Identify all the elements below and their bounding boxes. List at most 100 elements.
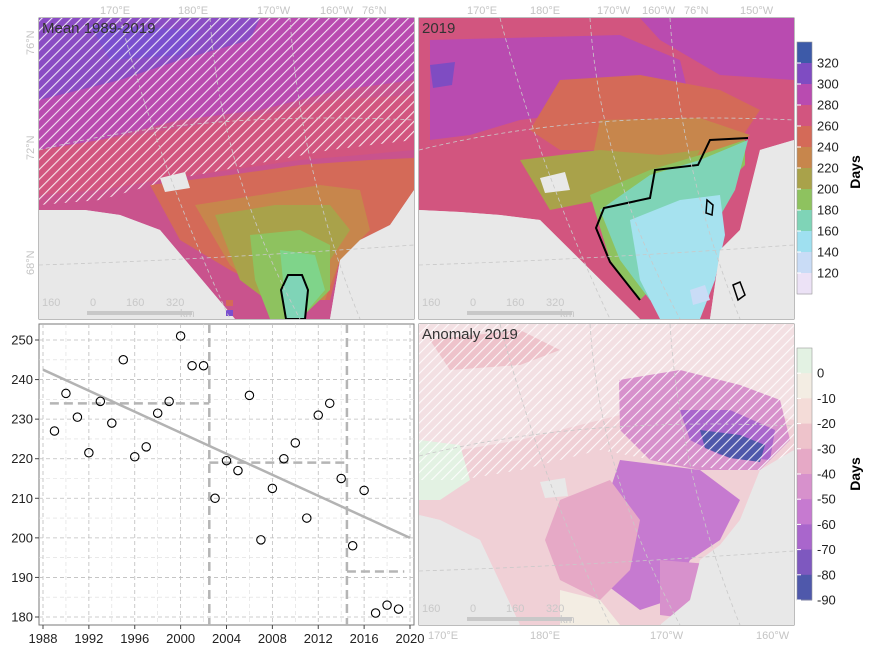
legend-title: Days: [847, 457, 863, 491]
svg-text:km: km: [560, 308, 575, 320]
legend-swatch: [797, 549, 812, 576]
y-axis-ticks: 180 190 200 210 220 230 240 250: [11, 333, 39, 625]
scalebar-label: 160: [126, 297, 144, 309]
svg-text:170°E: 170°E: [428, 630, 458, 642]
map-panel-2019: 2019 160 0 160 320 km 170°E 180°E 170°W …: [418, 5, 795, 320]
svg-text:0: 0: [470, 603, 476, 615]
data-point: [359, 485, 369, 496]
legend-swatch: [797, 231, 812, 253]
legend-tick-label: 220: [817, 161, 839, 176]
x-tick-label: 2008: [258, 631, 287, 646]
legend-swatch: [797, 147, 812, 169]
y-tick-label: 200: [11, 530, 33, 545]
legend-tick-label: 120: [817, 266, 839, 281]
scalebar-anomaly: 160 0 160 320 km: [422, 603, 575, 626]
data-point: [49, 426, 60, 436]
legend-swatch: [797, 168, 812, 190]
legend-tick-label: 260: [817, 119, 839, 134]
svg-text:170°W: 170°W: [597, 5, 631, 17]
svg-text:76°N: 76°N: [684, 5, 709, 17]
svg-text:180°E: 180°E: [530, 5, 560, 17]
data-point: [279, 453, 289, 464]
legend-swatch: [797, 252, 812, 274]
trend-line: [42, 368, 411, 539]
y-tick-label: 220: [11, 451, 33, 466]
x-tick-label: 2000: [166, 631, 195, 646]
svg-text:72°N: 72°N: [25, 135, 37, 160]
grid-labels-top-mean: 170°E 180°E 170°W 160°W 76°N: [100, 5, 387, 17]
legend-swatch: [797, 448, 812, 475]
legend-swatch: [797, 189, 812, 211]
data-point: [302, 513, 312, 523]
legend-swatch: [797, 84, 812, 106]
scalebar-unit: km: [180, 308, 195, 320]
scalebar-2019: 160 0 160 320 km: [422, 297, 575, 320]
x-tick-label: 1988: [29, 631, 58, 646]
svg-text:0: 0: [470, 297, 476, 309]
legend-tick-label: 200: [817, 182, 839, 197]
data-point: [233, 465, 243, 476]
data-point: [382, 600, 392, 610]
data-point: [152, 408, 163, 418]
anomaly-ice-field: [419, 324, 794, 625]
grid-labels-bottom: 170°E 180°E 170°W 160°W: [428, 630, 790, 642]
data-point: [336, 473, 346, 484]
x-tick-label: 1992: [74, 631, 103, 646]
legend-tick-label: 180: [817, 203, 839, 218]
svg-text:170°W: 170°W: [650, 630, 684, 642]
legend-swatch: [797, 126, 812, 148]
svg-text:180°E: 180°E: [530, 630, 560, 642]
legend-tick-label: 280: [817, 98, 839, 113]
data-point: [130, 451, 140, 462]
svg-text:76°N: 76°N: [25, 30, 37, 55]
y-tick-label: 240: [11, 372, 33, 387]
data-point: [84, 448, 94, 458]
scalebar-label: 0: [90, 297, 96, 309]
legend-tick-label: 240: [817, 140, 839, 155]
svg-text:km: km: [560, 614, 575, 626]
svg-text:160°W: 160°W: [642, 5, 676, 17]
legend-swatch: [797, 373, 812, 399]
data-point: [175, 331, 186, 341]
data-point: [61, 388, 71, 399]
svg-text:68°N: 68°N: [25, 250, 37, 275]
legend-tick-label: 160: [817, 224, 839, 239]
map-panel-anomaly: Anomaly 2019 160 0 160 320 km 170°E 180°…: [418, 323, 795, 642]
data-point: [198, 360, 209, 371]
legend-title: Days: [847, 155, 863, 189]
data-point: [370, 608, 381, 618]
data-point: [393, 604, 404, 614]
data-point: [244, 390, 255, 401]
y-tick-label: 210: [11, 491, 33, 506]
legend-swatch: [797, 210, 812, 232]
svg-text:160°W: 160°W: [320, 5, 354, 17]
legend-tick-label: -50: [817, 492, 836, 507]
svg-text:320: 320: [546, 297, 564, 309]
legend-tick-label: 140: [817, 245, 839, 260]
legend-tick-label: -20: [817, 416, 836, 431]
y-tick-label: 190: [11, 570, 33, 585]
data-point: [118, 355, 129, 365]
legend-tick-label: -60: [817, 517, 836, 532]
legend-tick-label: -80: [817, 567, 836, 582]
data-point: [221, 455, 232, 466]
data-point: [267, 483, 278, 494]
x-tick-label: 2004: [212, 631, 241, 646]
data-point: [290, 438, 301, 448]
legend-tick-label: -40: [817, 467, 836, 482]
svg-text:160: 160: [506, 297, 524, 309]
x-tick-label: 2016: [350, 631, 379, 646]
grid-labels-left: 76°N 72°N 68°N: [25, 30, 37, 275]
y-tick-label: 180: [11, 610, 33, 625]
legend-swatch: [797, 63, 812, 85]
legend-swatch: [797, 105, 812, 127]
legend-anomaly-days: Days 0 -10 -20 -30 -40 -50 -60 -70 -80 -90: [796, 347, 863, 608]
data-point: [187, 360, 197, 371]
data-point: [210, 493, 220, 504]
chart-grid: [39, 324, 414, 625]
legend-swatch: [797, 474, 812, 500]
mean-ice-field: [39, 18, 414, 319]
data-point: [256, 535, 266, 545]
svg-text:160: 160: [422, 297, 440, 309]
data-point: [164, 396, 174, 407]
